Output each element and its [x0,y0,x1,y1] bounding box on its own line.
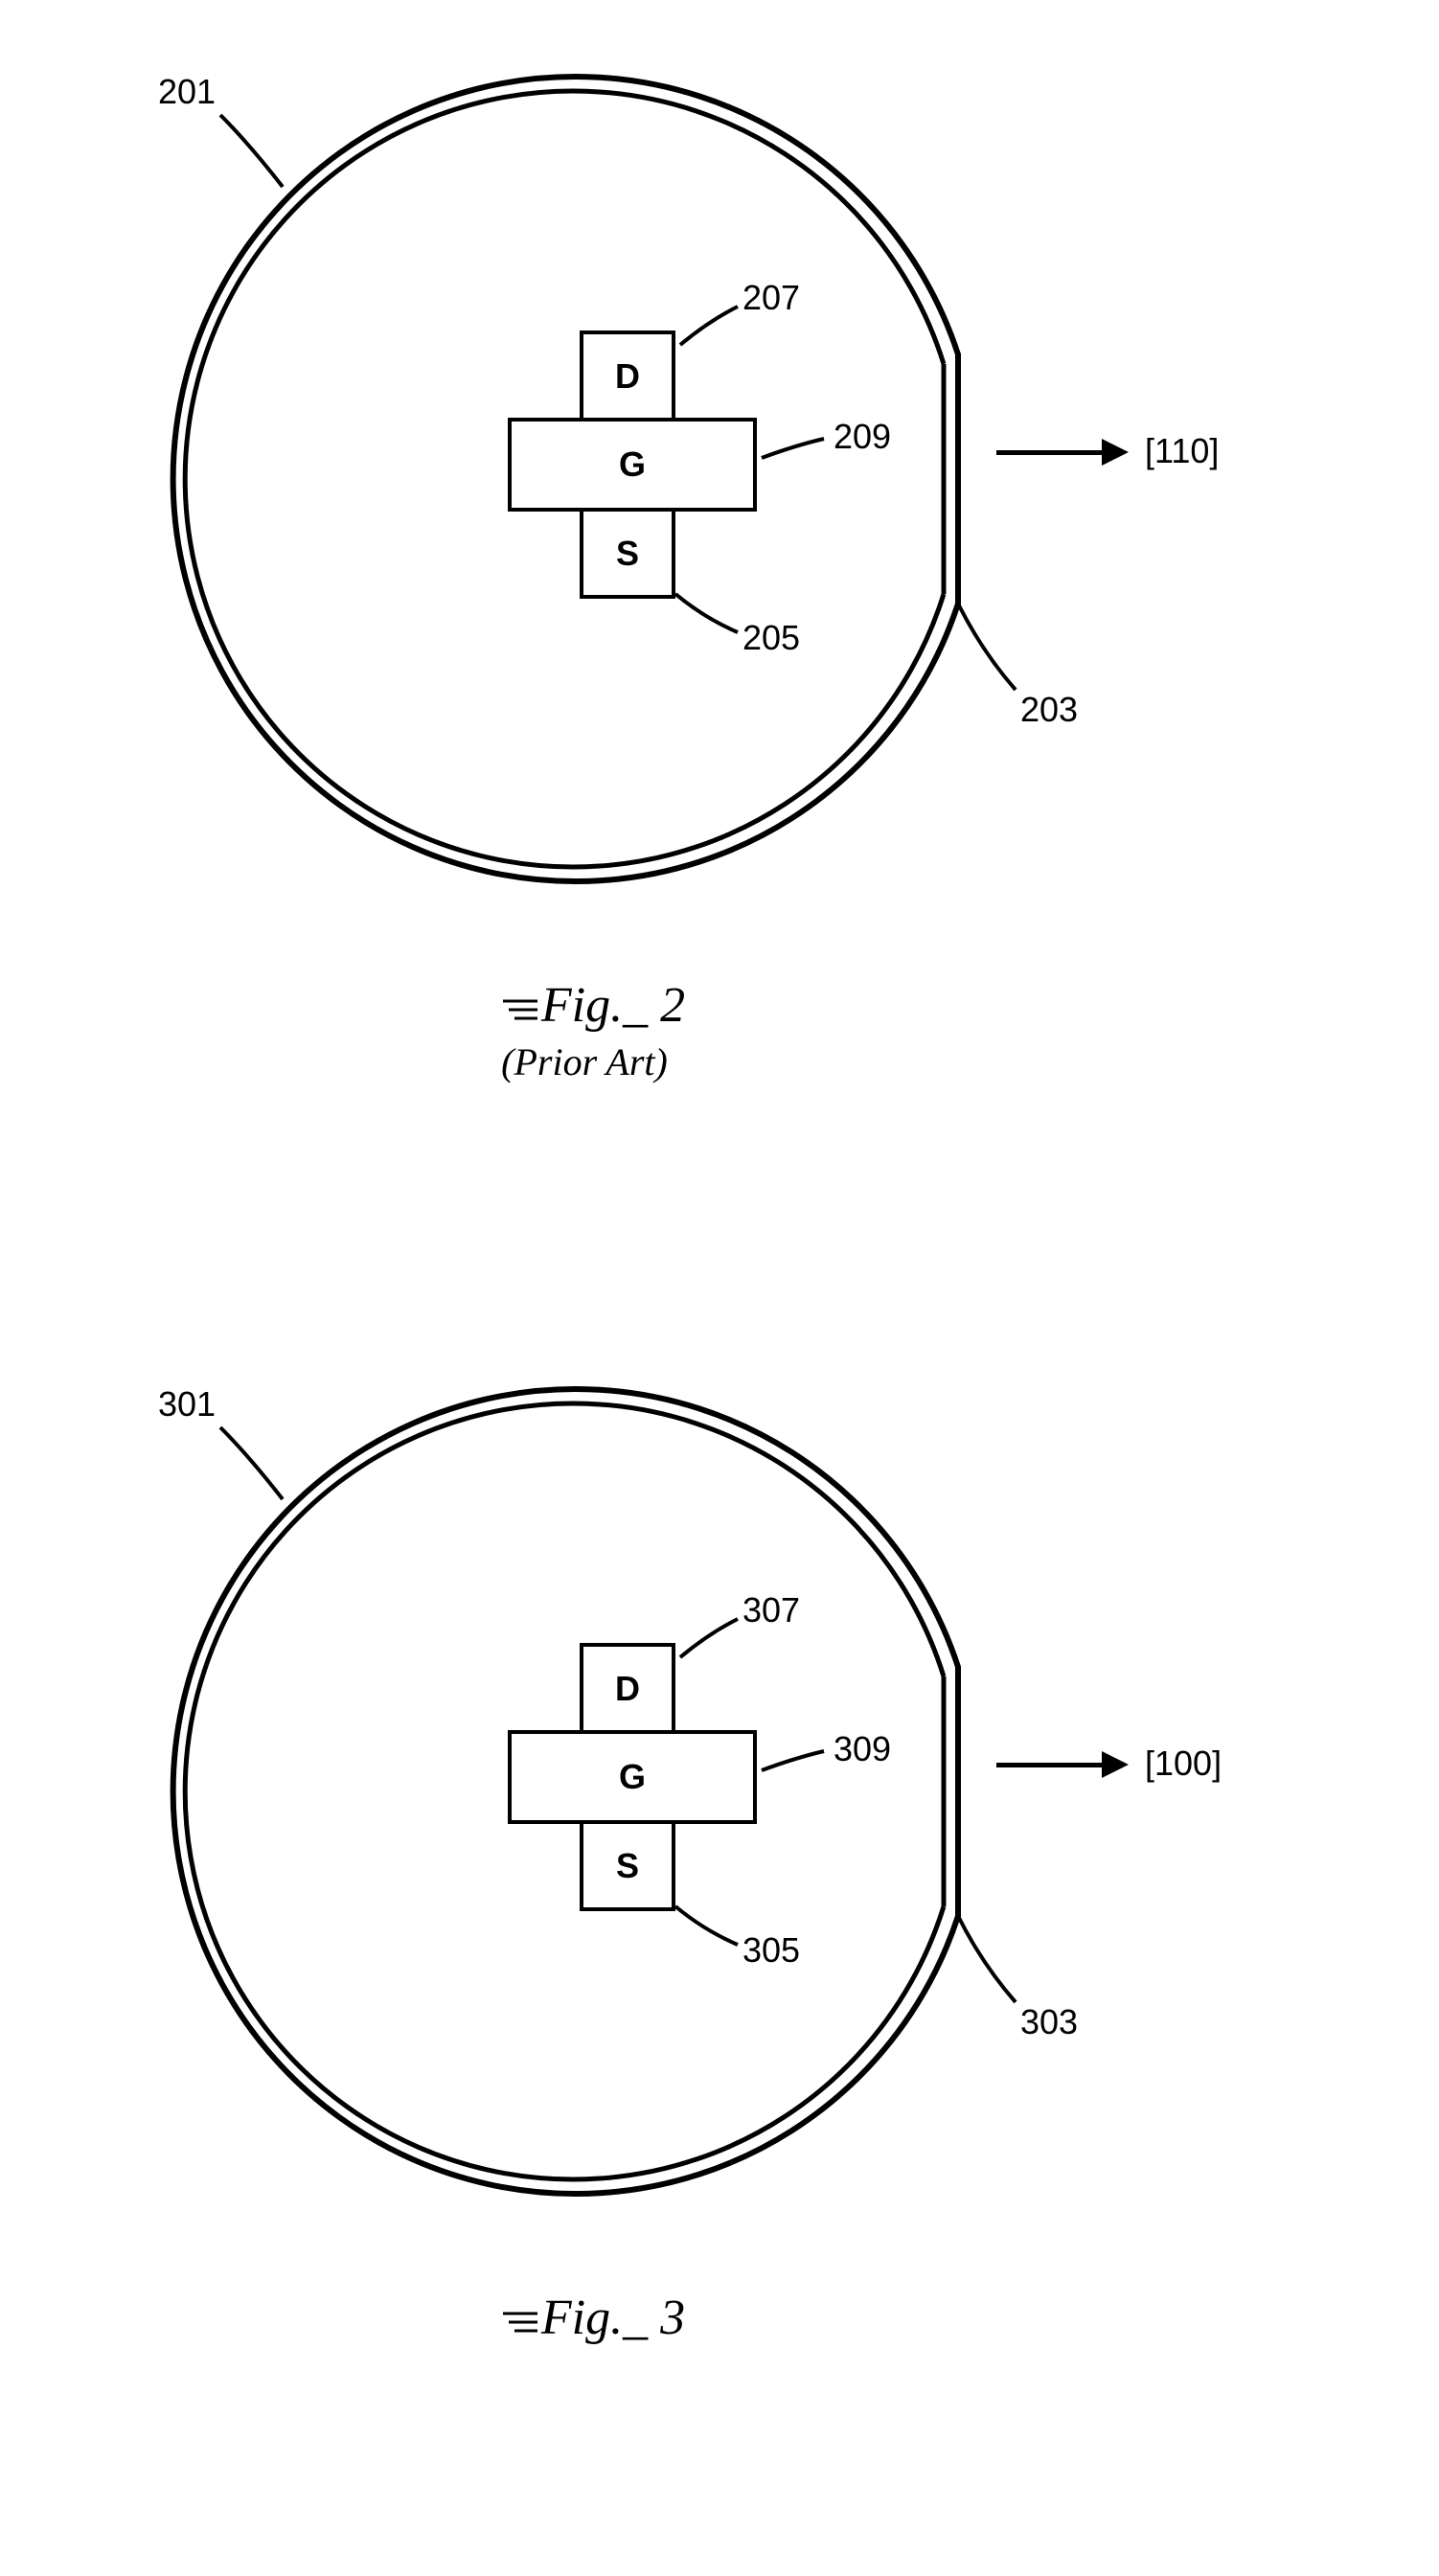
caption-fig2: Fig._ 2 [402,977,786,1034]
flat-label-fig3: 303 [1020,2002,1078,2042]
source-label-fig2: 205 [742,618,800,658]
direction-arrow-line-fig2 [996,450,1107,455]
gate-label-fig2: 209 [834,417,891,457]
drain-label-fig3: 307 [742,1590,800,1630]
caption-text-fig2: Fig._ 2 [541,978,685,1033]
direction-label-fig3: [100] [1145,1744,1222,1784]
flat-label-fig2: 203 [1020,690,1078,730]
subcaption-fig2: (Prior Art) [460,1039,709,1084]
caption-strikes-icon-fig3 [503,2308,537,2337]
leaders-fig3 [0,1351,1439,2309]
drain-label-fig2: 207 [742,278,800,318]
caption-strikes-icon-fig2 [503,995,537,1024]
caption-fig3: Fig._ 3 [402,2290,786,2346]
gate-label-fig3: 309 [834,1729,891,1769]
direction-arrow-head-fig2 [1102,439,1129,466]
source-label-fig3: 305 [742,1930,800,1971]
wafer-label-fig3: 301 [158,1384,216,1425]
wafer-label-fig2: 201 [158,72,216,112]
direction-label-fig2: [110] [1145,431,1219,471]
leaders-fig2 [0,38,1439,996]
direction-arrow-line-fig3 [996,1763,1107,1767]
direction-arrow-head-fig3 [1102,1751,1129,1778]
caption-text-fig3: Fig._ 3 [541,2291,685,2345]
